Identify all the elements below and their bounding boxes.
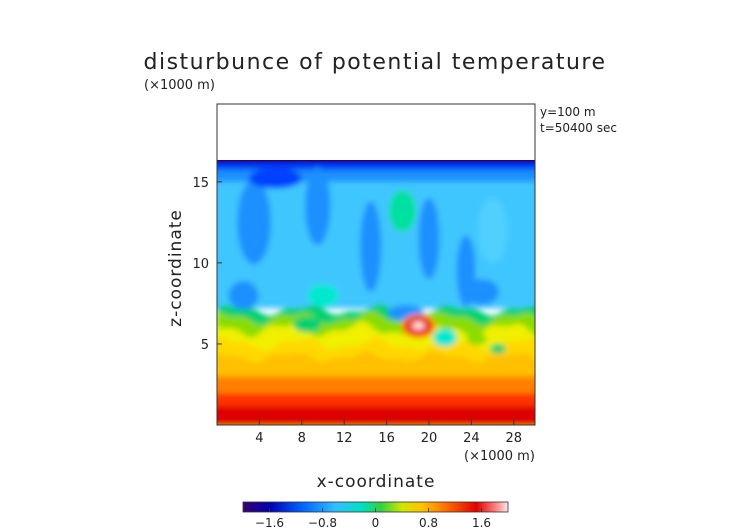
x-tick-label: 16 <box>378 431 395 446</box>
y-axis: 5 10 15 <box>192 176 222 353</box>
annotation-y: y=100 m <box>540 105 596 119</box>
x-tick-label: 4 <box>255 431 263 446</box>
x-tick-label: 20 <box>421 431 438 446</box>
y-tick-label: 5 <box>201 338 209 353</box>
chart-title: disturbunce of potential temperature <box>144 50 607 75</box>
plot-frame <box>216 103 536 426</box>
y-axis-label: z-coordinate <box>166 209 186 327</box>
colorbar-tick-label: 0 <box>372 516 380 530</box>
x-unit-label: (×1000 m) <box>464 449 535 464</box>
x-axis: 4 8 12 16 20 24 28 <box>255 420 522 446</box>
x-tick-label: 24 <box>463 431 480 446</box>
y-tick-label: 15 <box>192 176 209 191</box>
colorbar-tick-label: 1.6 <box>472 516 491 530</box>
colorbar-tick-label: −1.6 <box>255 516 284 530</box>
y-unit-label: (×1000 m) <box>144 78 215 93</box>
colorbar-tick-label: 0.8 <box>419 516 438 530</box>
annotation-t: t=50400 sec <box>540 121 617 135</box>
x-axis-label: x-coordinate <box>317 472 436 492</box>
y-tick-label: 10 <box>192 257 209 272</box>
x-tick-label: 8 <box>298 431 306 446</box>
x-tick-label: 28 <box>506 431 523 446</box>
x-tick-label: 12 <box>336 431 353 446</box>
heatmap-field <box>217 104 535 425</box>
colorbar-tick-label: −0.8 <box>308 516 337 530</box>
colorbar-ticks: −1.6 −0.8 0 0.8 1.6 <box>255 508 491 530</box>
